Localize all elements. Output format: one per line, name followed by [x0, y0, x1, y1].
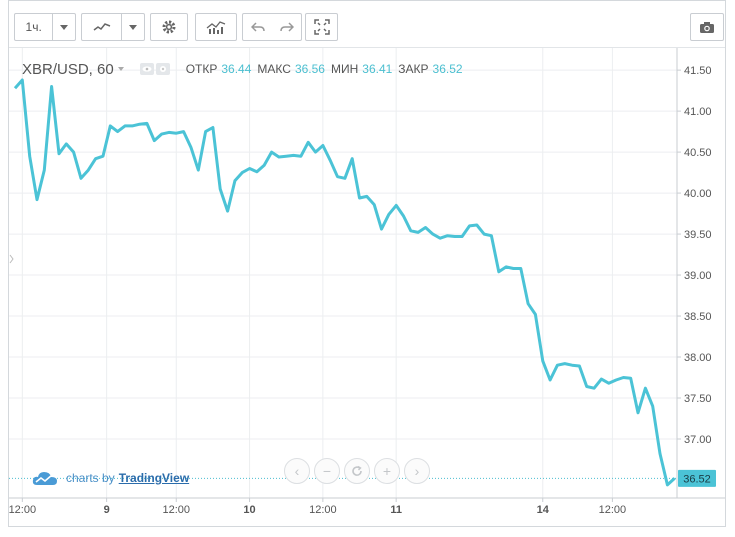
chart-navigation: ‹ − + › — [284, 458, 430, 484]
x-tick-label: 12:00 — [9, 504, 37, 516]
toolbar: 1ч. — [9, 1, 725, 48]
eye-icon[interactable] — [139, 63, 154, 75]
last-price-label: 36.52 — [678, 469, 716, 487]
side-expand-icon[interactable] — [9, 254, 14, 264]
chart-style-select[interactable] — [81, 13, 145, 41]
fullscreen-icon — [306, 14, 337, 40]
close-value: 36.52 — [432, 62, 463, 76]
y-tick-label: 40.00 — [684, 188, 712, 200]
x-tick-label: 12:00 — [599, 504, 627, 516]
open-value: 36.44 — [221, 62, 252, 76]
interval-select[interactable]: 1ч. — [14, 13, 76, 41]
x-axis: 12:00 9 12:00 10 12:00 11 14 12:00 — [9, 498, 627, 516]
y-tick-label: 40.50 — [684, 147, 712, 159]
y-tick-label: 37.00 — [684, 434, 712, 446]
cloud-logo-icon — [32, 472, 57, 485]
snapshot-button[interactable] — [690, 13, 724, 41]
zoom-in-button[interactable]: + — [374, 458, 400, 484]
chart-style-icon — [82, 14, 121, 40]
undo-icon[interactable] — [243, 14, 272, 40]
y-tick-label: 37.50 — [684, 393, 712, 405]
high-value: 36.56 — [294, 62, 325, 76]
data-points — [14, 79, 675, 485]
divider — [121, 14, 123, 40]
close-label: ЗАКР — [398, 62, 429, 76]
open-label: ОТКР — [185, 62, 218, 76]
y-tick-label: 41.50 — [684, 65, 712, 77]
reset-chart-button[interactable] — [344, 458, 370, 484]
camera-icon — [691, 14, 723, 40]
price-series-line — [13, 78, 676, 487]
indicators-button[interactable] — [195, 13, 237, 41]
tradingview-branding[interactable]: charts by TradingView — [32, 470, 189, 486]
branding-prefix: charts by — [66, 471, 115, 485]
high-label: МАКС — [257, 62, 291, 76]
svg-text:36.52: 36.52 — [683, 473, 711, 485]
y-axis: 41.50 41.00 40.50 40.00 39.50 39.00 38.50 38.00… — [677, 65, 712, 446]
x-tick-label: 10 — [243, 504, 255, 516]
divider — [52, 14, 54, 40]
chevron-down-icon — [53, 14, 75, 40]
settings-button[interactable] — [150, 13, 188, 41]
y-tick-label: 38.00 — [684, 352, 712, 364]
grid — [9, 48, 677, 498]
x-tick-label: 14 — [537, 504, 550, 516]
gear-icon[interactable] — [155, 63, 170, 75]
y-tick-label: 41.00 — [684, 106, 712, 118]
y-tick-label: 39.00 — [684, 270, 712, 282]
chevron-down-icon[interactable] — [117, 67, 124, 71]
x-tick-label: 11 — [390, 504, 402, 516]
chevron-down-icon — [122, 14, 144, 40]
interval-label: 1ч. — [25, 20, 42, 34]
x-tick-label: 9 — [104, 504, 110, 516]
zoom-out-button[interactable]: − — [314, 458, 340, 484]
x-tick-label: 12:00 — [162, 504, 190, 516]
series-legend: XBR/USD, 60 ОТКР 36.44 МАКС 36.56 МИН 36… — [22, 60, 463, 78]
fullscreen-button[interactable] — [305, 13, 338, 41]
scroll-left-button[interactable]: ‹ — [284, 458, 310, 484]
branding-name[interactable]: TradingView — [118, 471, 190, 485]
low-label: МИН — [330, 62, 359, 76]
indicators-icon — [196, 14, 236, 40]
redo-icon[interactable] — [272, 14, 301, 40]
y-tick-label: 39.50 — [684, 229, 712, 241]
scroll-right-button[interactable]: › — [404, 458, 430, 484]
x-tick-label: 12:00 — [309, 504, 337, 516]
symbol-label[interactable]: XBR/USD, 60 — [22, 60, 114, 78]
gear-icon — [151, 14, 187, 40]
y-tick-label: 38.50 — [684, 311, 712, 323]
undo-redo-group — [242, 13, 302, 41]
low-value: 36.41 — [362, 62, 393, 76]
